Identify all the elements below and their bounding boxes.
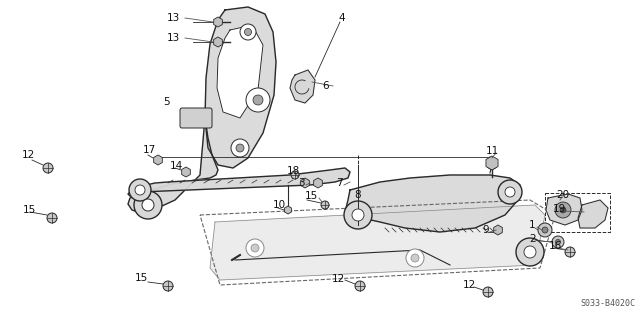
Text: 4: 4 — [338, 13, 344, 23]
Polygon shape — [154, 155, 163, 165]
Circle shape — [129, 179, 151, 201]
Circle shape — [565, 247, 575, 257]
Circle shape — [135, 185, 145, 195]
Text: 13: 13 — [167, 33, 180, 43]
Circle shape — [483, 287, 493, 297]
Text: 8: 8 — [354, 190, 360, 200]
Text: 12: 12 — [463, 280, 476, 290]
Polygon shape — [210, 205, 545, 280]
Text: 20: 20 — [556, 190, 569, 200]
Circle shape — [240, 24, 256, 40]
Circle shape — [542, 227, 548, 233]
Polygon shape — [546, 194, 582, 225]
Circle shape — [344, 201, 372, 229]
Circle shape — [352, 209, 364, 221]
Circle shape — [236, 144, 244, 152]
Circle shape — [538, 223, 552, 237]
Text: 16: 16 — [549, 241, 563, 251]
Polygon shape — [290, 70, 315, 103]
Circle shape — [246, 88, 270, 112]
Polygon shape — [128, 118, 218, 212]
Circle shape — [142, 199, 154, 211]
Text: 6: 6 — [322, 81, 328, 91]
Circle shape — [556, 240, 561, 244]
Text: 12: 12 — [22, 150, 35, 160]
Text: S033-B4020C: S033-B4020C — [580, 299, 635, 308]
Text: 18: 18 — [287, 166, 300, 176]
Text: 15: 15 — [135, 273, 148, 283]
Text: 11: 11 — [486, 146, 499, 156]
Polygon shape — [488, 160, 497, 170]
Text: 14: 14 — [170, 161, 183, 171]
Polygon shape — [285, 206, 291, 214]
Text: 3: 3 — [298, 178, 305, 188]
Text: 9: 9 — [482, 225, 488, 235]
Circle shape — [411, 254, 419, 262]
Circle shape — [516, 238, 544, 266]
Circle shape — [498, 180, 522, 204]
Circle shape — [134, 191, 162, 219]
Circle shape — [321, 201, 329, 209]
Circle shape — [552, 236, 564, 248]
Text: 15: 15 — [305, 191, 318, 201]
Circle shape — [231, 139, 249, 157]
Circle shape — [43, 163, 53, 173]
Circle shape — [253, 95, 263, 105]
Text: 5: 5 — [163, 97, 170, 107]
Text: 15: 15 — [23, 205, 36, 215]
Polygon shape — [345, 175, 520, 232]
Circle shape — [47, 213, 57, 223]
Circle shape — [505, 187, 515, 197]
Polygon shape — [214, 17, 222, 27]
Text: 12: 12 — [332, 274, 345, 284]
Polygon shape — [493, 225, 502, 235]
Circle shape — [524, 246, 536, 258]
Circle shape — [555, 202, 571, 218]
Circle shape — [251, 244, 259, 252]
FancyBboxPatch shape — [180, 108, 212, 128]
Polygon shape — [486, 156, 498, 170]
Circle shape — [246, 239, 264, 257]
Polygon shape — [578, 200, 608, 228]
Circle shape — [291, 171, 299, 179]
Text: 13: 13 — [167, 13, 180, 23]
Text: 1: 1 — [529, 220, 536, 230]
Polygon shape — [301, 178, 309, 188]
Text: 2: 2 — [529, 234, 536, 244]
Circle shape — [560, 207, 566, 213]
Polygon shape — [205, 7, 276, 168]
Circle shape — [355, 281, 365, 291]
Text: 19: 19 — [553, 204, 566, 214]
Polygon shape — [214, 37, 222, 47]
Circle shape — [244, 28, 252, 35]
Polygon shape — [182, 167, 190, 177]
Polygon shape — [314, 178, 323, 188]
Circle shape — [163, 281, 173, 291]
Polygon shape — [217, 25, 263, 118]
Circle shape — [406, 249, 424, 267]
Polygon shape — [128, 168, 350, 196]
Text: 17: 17 — [143, 145, 156, 155]
Text: 7: 7 — [336, 178, 342, 188]
Text: 10: 10 — [273, 200, 286, 210]
